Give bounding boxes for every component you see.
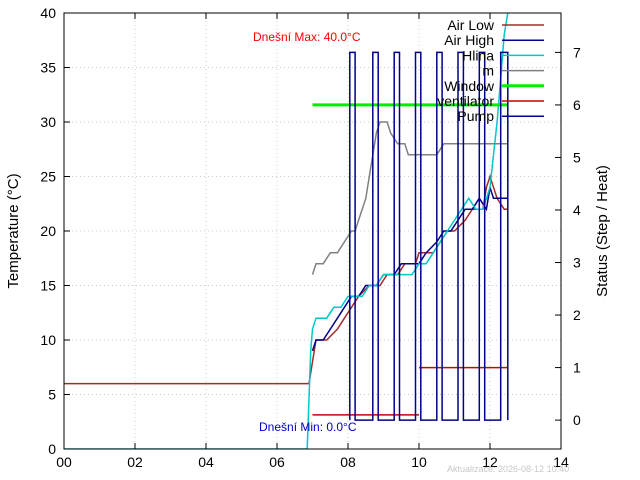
legend-label: Pump: [457, 108, 494, 124]
y-tick-label: 25: [40, 169, 56, 185]
legend-label: m: [482, 63, 494, 79]
y-tick-label: 10: [40, 332, 56, 348]
y-tick-label: 40: [40, 5, 56, 21]
min-annotation: Dnešní Min: 0.0°C: [259, 420, 357, 434]
max-annotation: Dnešní Max: 40.0°C: [253, 30, 361, 44]
y-tick-label: 15: [40, 278, 56, 294]
update-timestamp: Aktualizace: 2026-08-12 10:40: [447, 464, 569, 474]
x-tick-label: 06: [269, 454, 285, 470]
y2-tick-label: 2: [573, 307, 581, 323]
series-air-low-line: [64, 174, 508, 385]
series-hlina-line: [64, 13, 509, 449]
y2-tick-label: 7: [573, 44, 581, 60]
x-tick-label: 04: [198, 454, 214, 470]
x-tick-label: 02: [127, 454, 143, 470]
y2-axis-label: Status (Step / Heat): [594, 165, 611, 297]
x-tick-label: 08: [340, 454, 356, 470]
y2-tick-label: 1: [573, 360, 581, 376]
series-layer: [64, 13, 509, 449]
y2-tick-label: 5: [573, 149, 581, 165]
y-tick-label: 20: [40, 223, 56, 239]
legend-label: ventilator: [437, 93, 494, 109]
x-tick-label: 10: [411, 454, 427, 470]
y2-tick-label: 6: [573, 97, 581, 113]
y-tick-label: 30: [40, 114, 56, 130]
y-tick-label: 35: [40, 60, 56, 76]
y2-tick-label: 3: [573, 255, 581, 271]
legend-label: Hlina: [462, 47, 494, 63]
series-air-high-line: [311, 187, 508, 352]
legend-label: Air Low: [447, 17, 495, 33]
y2-tick-label: 0: [573, 412, 581, 428]
x-tick-label: 12: [482, 454, 498, 470]
grid: [64, 13, 561, 449]
legend-label: Air High: [444, 32, 494, 48]
y-axis-label: Temperature (°C): [5, 173, 22, 288]
y-tick-label: 5: [48, 387, 56, 403]
series-pump-line: [349, 51, 509, 421]
x-tick-label: 14: [553, 454, 569, 470]
y-tick-label: 0: [48, 441, 56, 457]
y2-tick-label: 4: [573, 202, 581, 218]
x-tick-label: 00: [56, 454, 72, 470]
legend-label: Window: [444, 78, 495, 94]
